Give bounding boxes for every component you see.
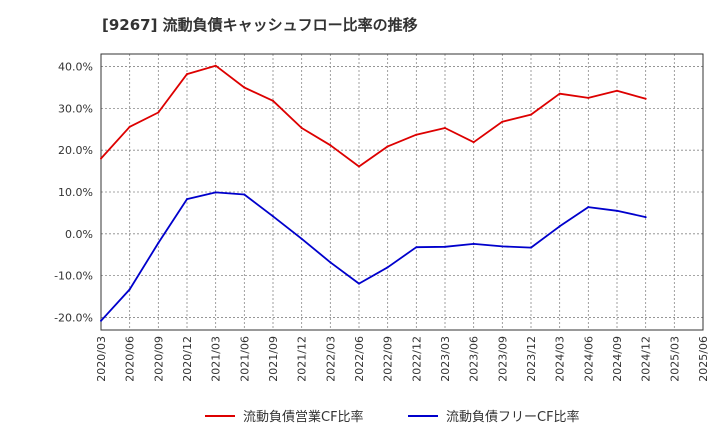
y-tick-label: 30.0% bbox=[58, 102, 93, 115]
data-point bbox=[558, 92, 561, 95]
x-tick-label: 2021/03 bbox=[210, 336, 223, 382]
y-tick-label: -20.0% bbox=[54, 311, 93, 324]
data-point bbox=[587, 96, 590, 99]
x-tick-label: 2024/06 bbox=[582, 336, 595, 382]
data-point bbox=[272, 99, 274, 102]
x-tick-label: 2024/03 bbox=[554, 336, 567, 382]
data-point bbox=[386, 266, 389, 269]
x-tick-label: 2020/09 bbox=[152, 336, 165, 382]
y-tick-label: -10.0% bbox=[54, 270, 93, 283]
data-point bbox=[501, 245, 504, 248]
x-tick-label: 2023/06 bbox=[468, 336, 481, 382]
data-point bbox=[616, 209, 618, 212]
x-tick-label: 2022/12 bbox=[410, 336, 423, 382]
x-tick-label: 2023/12 bbox=[525, 336, 538, 382]
data-point bbox=[300, 127, 303, 130]
x-tick-label: 2020/06 bbox=[124, 336, 137, 382]
x-tick-label: 2025/06 bbox=[697, 336, 710, 382]
data-point bbox=[587, 206, 590, 209]
data-point bbox=[530, 246, 532, 249]
x-tick-label: 2020/03 bbox=[95, 336, 108, 382]
x-tick-label: 2022/06 bbox=[353, 336, 366, 382]
data-point bbox=[214, 191, 217, 194]
x-tick-label: 2022/09 bbox=[382, 336, 395, 382]
data-point bbox=[300, 237, 303, 240]
data-point bbox=[644, 97, 647, 100]
data-point bbox=[128, 125, 131, 128]
y-tick-label: 0.0% bbox=[65, 228, 93, 241]
data-point bbox=[157, 242, 160, 245]
x-tick-label: 2024/09 bbox=[611, 336, 624, 382]
data-point bbox=[100, 157, 102, 160]
data-point bbox=[644, 216, 647, 219]
data-point bbox=[472, 242, 475, 245]
data-point bbox=[558, 225, 561, 228]
data-point bbox=[128, 288, 131, 291]
data-point bbox=[243, 193, 246, 196]
data-point bbox=[444, 245, 446, 248]
y-tick-label: 10.0% bbox=[58, 186, 93, 199]
x-tick-label: 2021/06 bbox=[238, 336, 251, 382]
x-tick-label: 2025/03 bbox=[668, 336, 681, 382]
data-point bbox=[100, 319, 102, 322]
data-point bbox=[358, 165, 360, 168]
data-point bbox=[415, 133, 418, 136]
data-point bbox=[415, 246, 418, 249]
data-point bbox=[186, 198, 188, 201]
plot-frame bbox=[100, 53, 704, 331]
x-tick-label: 2023/03 bbox=[439, 336, 452, 382]
series-line-2 bbox=[100, 191, 646, 322]
legend-label-2: 流動負債フリーCF比率 bbox=[446, 409, 580, 425]
x-tick-label: 2023/09 bbox=[496, 336, 509, 382]
x-tick-label: 2024/12 bbox=[640, 336, 653, 382]
data-point bbox=[444, 127, 446, 130]
data-point bbox=[272, 215, 274, 218]
data-point bbox=[186, 73, 188, 76]
data-point bbox=[472, 141, 475, 144]
chart-title: [9267] 流動負債キャッシュフロー比率の推移 bbox=[102, 16, 418, 34]
data-point bbox=[358, 282, 360, 285]
x-tick-label: 2021/12 bbox=[296, 336, 309, 382]
data-point bbox=[386, 145, 389, 148]
x-tick-label: 2021/09 bbox=[267, 336, 280, 382]
data-point bbox=[616, 89, 618, 92]
data-point bbox=[530, 113, 532, 116]
y-tick-label: 40.0% bbox=[58, 61, 93, 74]
data-point bbox=[329, 261, 332, 264]
data-point bbox=[157, 111, 160, 114]
series-line-1 bbox=[100, 64, 646, 168]
data-point bbox=[501, 120, 504, 123]
x-tick-label: 2020/12 bbox=[181, 336, 194, 382]
data-point bbox=[329, 144, 332, 147]
data-point bbox=[243, 86, 246, 89]
x-tick-label: 2022/03 bbox=[324, 336, 337, 382]
y-tick-label: 20.0% bbox=[58, 144, 93, 157]
legend-label-1: 流動負債営業CF比率 bbox=[243, 409, 364, 425]
data-point bbox=[214, 64, 217, 67]
